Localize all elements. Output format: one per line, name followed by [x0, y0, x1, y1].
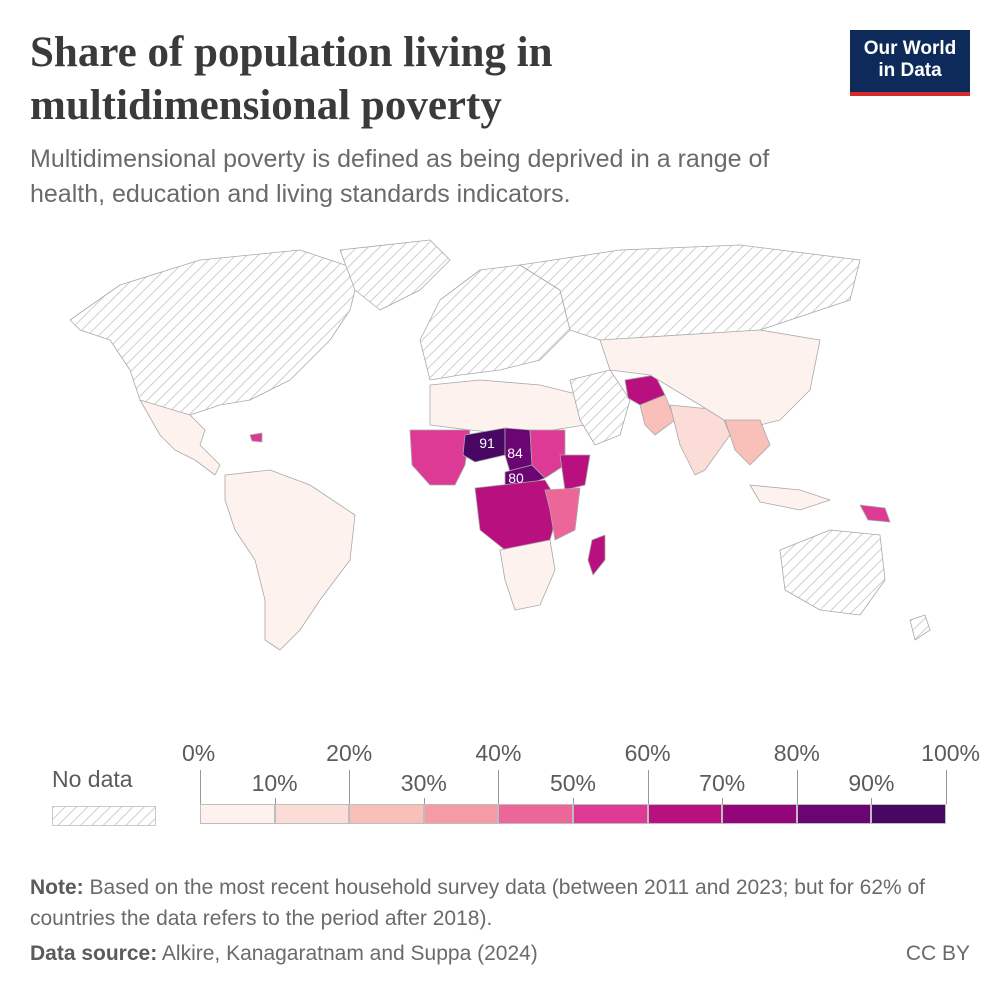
legend-gridline	[200, 770, 201, 804]
region-greenland	[339, 239, 451, 311]
legend-gridline	[349, 770, 351, 804]
legend-tick-top: 100%	[921, 740, 980, 766]
region-north-america	[69, 249, 361, 431]
region-australia	[779, 529, 886, 616]
legend-tick-top: 0%	[182, 740, 216, 766]
legend-gridline	[796, 770, 798, 804]
legend-gridline	[946, 770, 947, 804]
world-map: 91 84 80	[69, 239, 931, 651]
chart-title: Share of population living in multidimen…	[30, 29, 553, 129]
legend-bin-0-10[interactable]	[200, 804, 275, 824]
legend-tick-bottom: 30%	[400, 770, 447, 796]
legend-tick-bottom: 50%	[549, 770, 597, 796]
data-source: Data source: Alkire, Kanagaratnam and Su…	[30, 942, 538, 966]
annotation-91: 91	[479, 435, 495, 451]
legend-bin-50-60[interactable]	[573, 804, 648, 824]
legend-tick-bottom: 70%	[699, 770, 746, 796]
region-sudan	[529, 429, 566, 479]
note-text: Based on the most recent household surve…	[30, 876, 926, 930]
legend-gridline	[647, 770, 649, 804]
chart-subtitle: Multidimensional poverty is defined as b…	[30, 145, 770, 208]
legend-gridline	[871, 798, 873, 804]
annotation-84: 84	[507, 445, 523, 461]
region-haiti	[249, 432, 263, 443]
legend-tick-bottom: 10%	[251, 770, 298, 796]
legend-bin-80-90[interactable]	[796, 804, 872, 824]
legend-tick-top: 40%	[475, 740, 522, 766]
region-south-america	[224, 469, 356, 651]
legend-gridline	[423, 798, 425, 804]
legend-bin-60-70[interactable]	[647, 804, 723, 824]
region-pakistan	[639, 394, 676, 436]
annotation-80: 80	[508, 470, 524, 486]
region-ethiopia	[559, 454, 591, 491]
note-label: Note:	[30, 876, 84, 899]
region-mexico-central-america	[139, 399, 221, 476]
legend-gridline	[722, 798, 724, 804]
legend-bin-90-100[interactable]	[871, 804, 946, 824]
region-southern-africa	[499, 539, 556, 611]
region-papua-new-guinea	[859, 504, 891, 523]
region-west-africa	[409, 429, 471, 486]
legend-tick-bottom: 90%	[848, 770, 895, 796]
legend-tick-top: 60%	[624, 740, 671, 766]
region-madagascar	[587, 534, 606, 576]
region-new-zealand	[909, 614, 931, 641]
region-indonesia	[749, 484, 831, 511]
legend-no-data-label: No data	[52, 766, 133, 792]
logo-line-2: in Data	[878, 60, 942, 81]
license-link[interactable]: CC BY	[905, 942, 970, 965]
legend-bin-30-40[interactable]	[423, 804, 499, 824]
legend-gridline	[498, 770, 500, 804]
region-middle-east	[569, 369, 631, 446]
legend-bin-10-20[interactable]	[274, 804, 350, 824]
color-legend: 0% 20% 40% 60% 80% 100% 10% 30% 50% 70% 90%	[182, 740, 980, 830]
region-east-africa	[544, 487, 581, 541]
legend-gridline	[573, 798, 574, 804]
region-niger	[462, 427, 506, 463]
legend-no-data-swatch	[52, 806, 156, 826]
legend-tick-top: 20%	[326, 740, 373, 766]
region-north-africa	[429, 379, 586, 436]
chart-note: Note: Based on the most recent household…	[30, 872, 970, 934]
owid-logo[interactable]: Our World in Data	[850, 30, 970, 96]
logo-line-1: Our World	[863, 38, 957, 59]
legend-tick-top: 80%	[773, 740, 820, 766]
source-text: Alkire, Kanagaratnam and Suppa (2024)	[157, 942, 538, 965]
legend-bin-40-50[interactable]	[498, 804, 573, 824]
source-label: Data source:	[30, 942, 158, 965]
legend-bin-70-80[interactable]	[722, 804, 797, 824]
legend-gridline	[274, 798, 276, 804]
region-southeast-asia	[724, 419, 771, 466]
region-russia	[519, 244, 861, 341]
legend-bin-20-30[interactable]	[349, 804, 424, 824]
